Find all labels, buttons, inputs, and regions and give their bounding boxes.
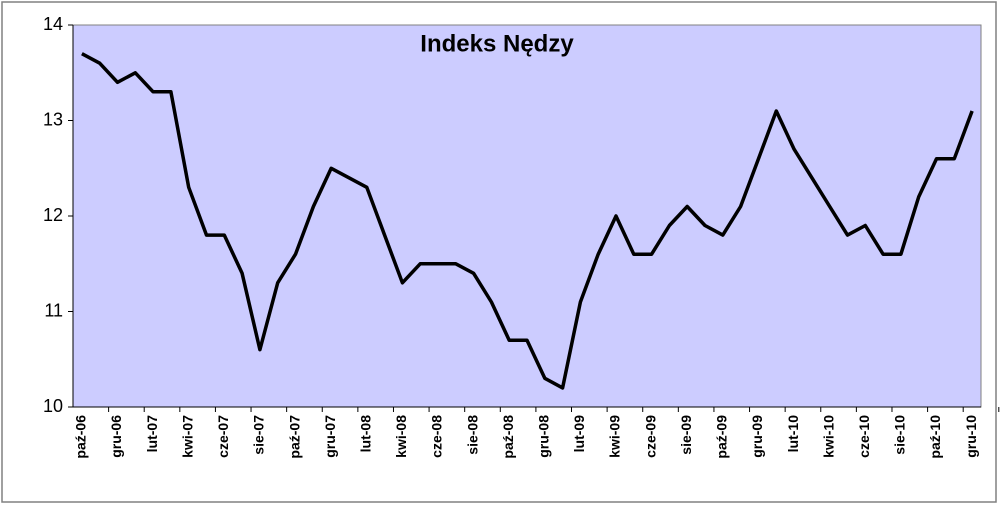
x-tick-label: gru-10 [963,415,979,458]
x-tick-label: lut-07 [144,415,160,453]
y-tick-label: 14 [43,14,63,34]
y-tick-label: 11 [44,300,63,320]
x-tick-label: kwi-10 [820,415,836,458]
plot-area [72,24,982,408]
y-tick-label: 13 [43,109,63,129]
x-tick-label: sie-08 [464,415,480,455]
x-tick-label: gru-09 [749,415,765,458]
x-tick-label: kwi-08 [393,415,409,458]
x-tick-label: cze-07 [215,415,231,458]
x-tick-label: lut-10 [785,415,801,453]
x-tick-label: cze-08 [429,415,445,458]
x-tick-label: lut-09 [571,415,587,453]
x-tick-label: paź-08 [500,415,516,459]
x-tick-label: lut-08 [357,415,373,453]
y-tick-label: 12 [43,205,63,225]
y-tick-label: 10 [43,396,63,416]
x-tick-label: kwi-07 [179,415,195,458]
x-tick-label: paź-06 [73,415,89,459]
x-tick-label: sie-10 [892,415,908,455]
x-tick-label: gru-07 [322,415,338,458]
x-tick-label: paź-10 [927,415,943,459]
x-tick-label: kwi-09 [607,415,623,458]
x-tick-label: sie-07 [251,415,267,455]
data-line [81,52,974,390]
x-tick-label: paź-09 [714,415,730,459]
x-tick-label: cze-09 [642,415,658,458]
x-tick-label: gru-08 [536,415,552,458]
x-tick-label: gru-06 [108,415,124,458]
chart-title: Indeks Nędzy [420,30,574,57]
x-tick-label: cze-10 [856,415,872,458]
x-tick-label: sie-09 [678,415,694,455]
x-tick-label: paź-07 [286,415,302,459]
